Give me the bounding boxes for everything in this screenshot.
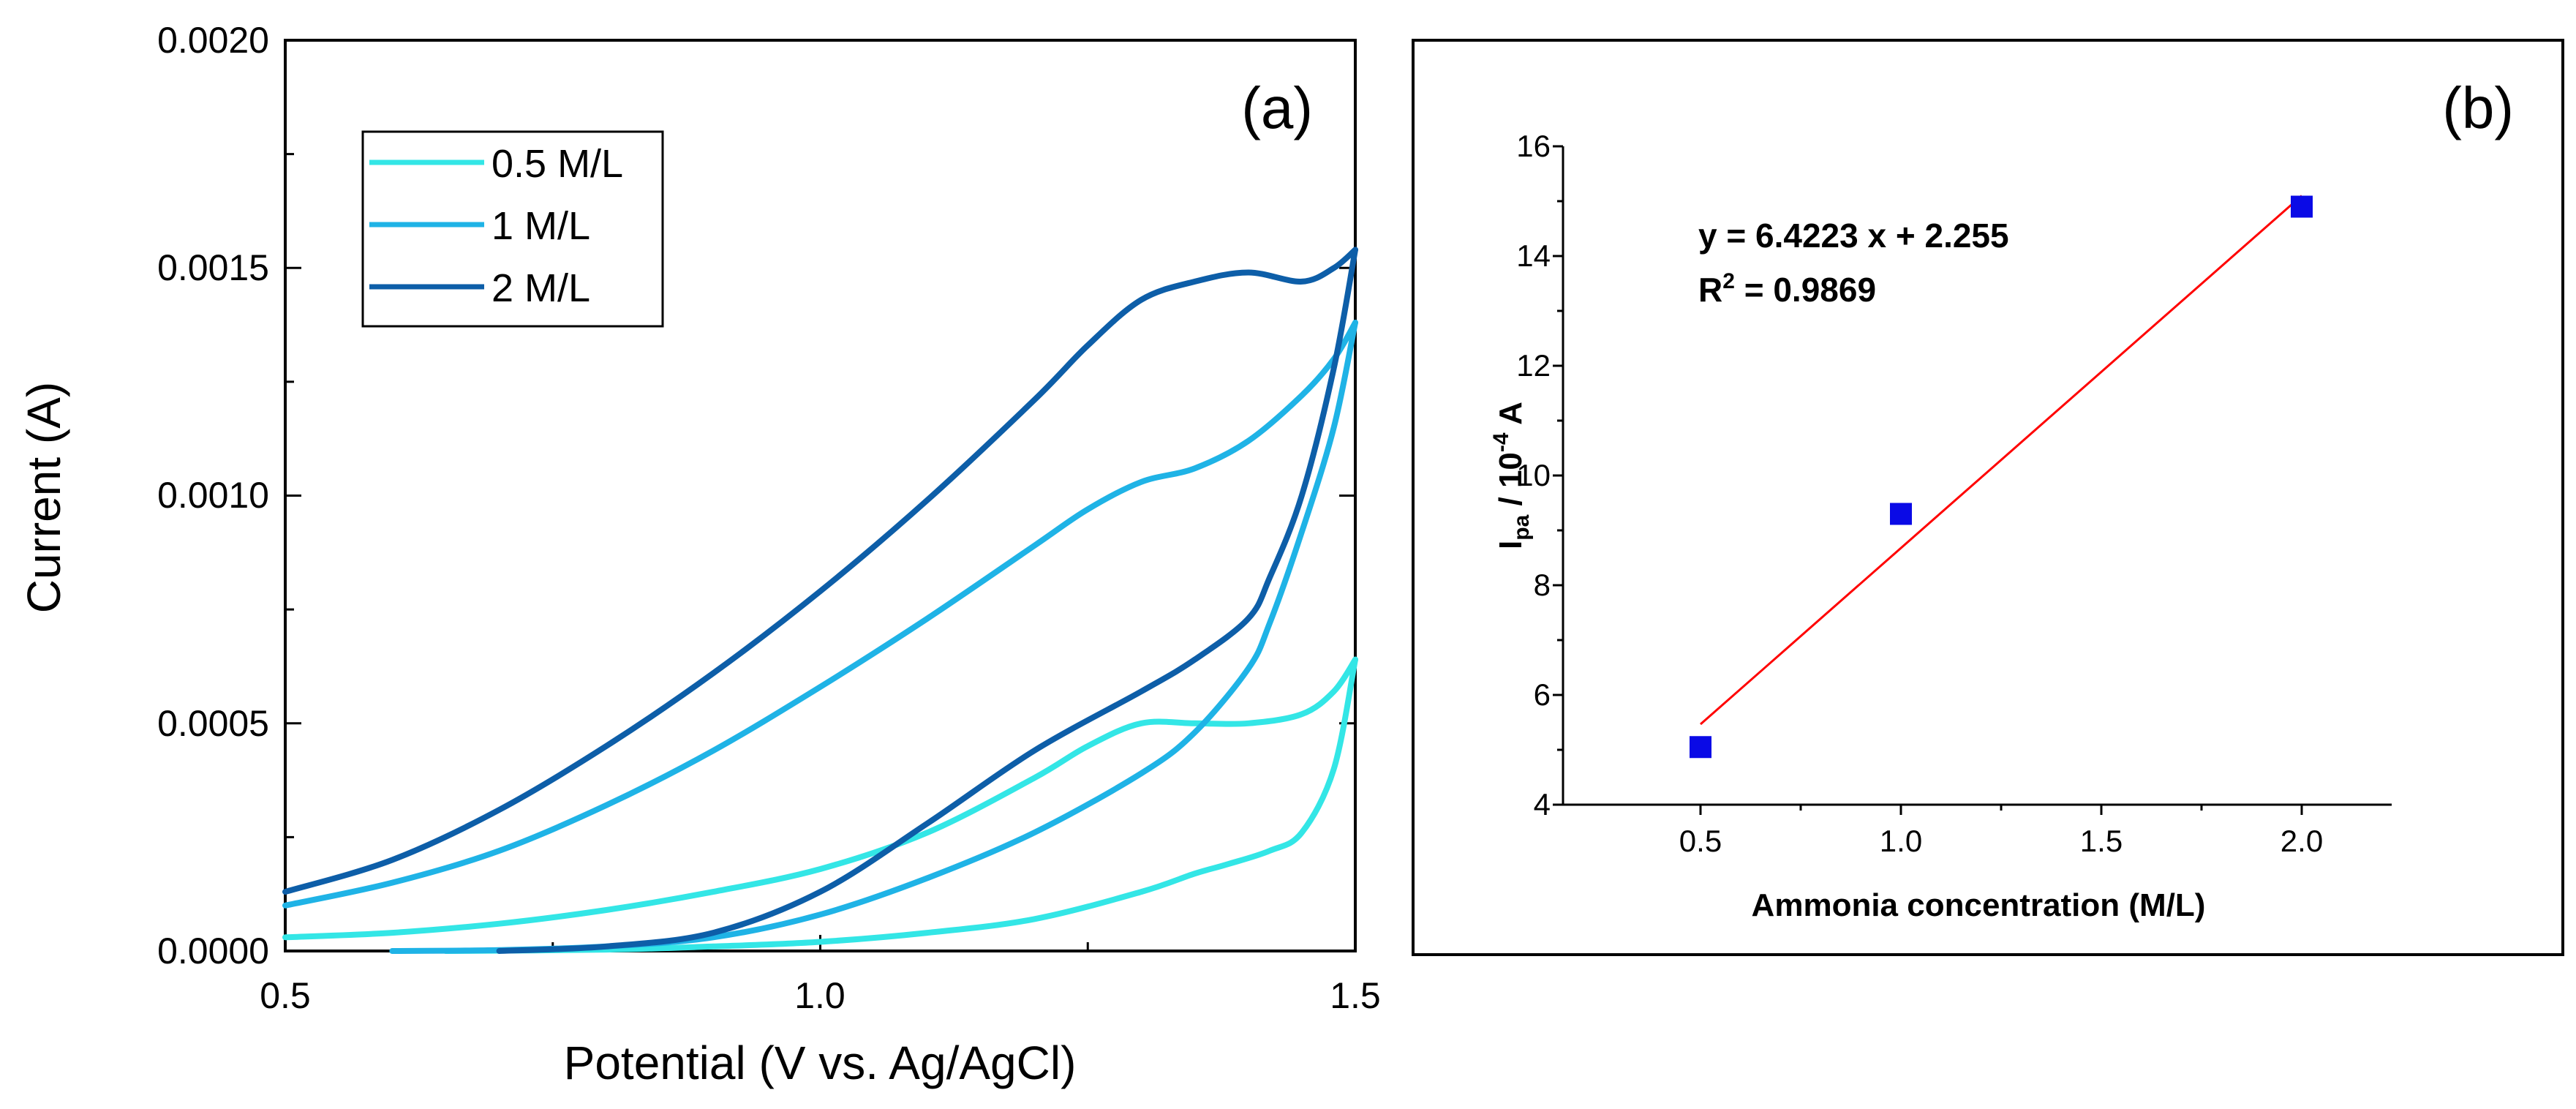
b-x-tick-label: 1.0: [1880, 824, 1922, 858]
b-x-tick-label: 1.5: [2080, 824, 2123, 858]
b-fit-equation: y = 6.4223 x + 2.255: [1698, 217, 2009, 255]
a-legend-label: 0.5 M/L: [492, 142, 623, 186]
b-fit-line: [1700, 195, 2302, 726]
cv-curve-2ML-forward: [282, 247, 1358, 895]
a-y-tick-label: 0.0000: [157, 931, 269, 971]
a-y-tick-label: 0.0020: [157, 20, 269, 61]
b-y-tick-label: 14: [1516, 238, 1551, 273]
b-x-tick-label: 2.0: [2281, 824, 2323, 858]
a-legend: 0.5 M/L 1 M/L 2 M/L: [361, 130, 664, 328]
cv-curve-0.5ML-forward: [282, 656, 1358, 941]
b-fit-r-squared: R2 = 0.9869: [1698, 269, 1876, 309]
cv-curve-0.5ML-reverse: [442, 656, 1358, 954]
a-y-tick-label: 0.0015: [157, 247, 269, 288]
b-y-tick-label: 8: [1534, 568, 1551, 602]
b-y-tick-label: 10: [1516, 458, 1551, 492]
panel-b-points: [1690, 195, 2313, 759]
panel-a-chart: 0.0000 0.0005 0.0010 0.0015 0.0020 0.5 1…: [18, 20, 1381, 1089]
b-y-title-unit: A: [1493, 402, 1529, 432]
b-y-tick-label: 12: [1516, 348, 1551, 383]
b-data-point: [2291, 195, 2313, 218]
b-data-point: [1690, 736, 1711, 759]
a-legend-frame: [361, 130, 664, 328]
a-legend-label: 2 M/L: [492, 266, 590, 310]
b-r2-prefix: R: [1698, 271, 1722, 309]
a-y-tick-label: 0.0010: [157, 475, 269, 516]
b-x-axis-title: Ammonia concentration (M/L): [1752, 887, 2206, 923]
a-x-axis-title: Potential (V vs. Ag/AgCl): [564, 1037, 1077, 1089]
b-y-title-rest: / 10: [1493, 452, 1529, 515]
a-panel-label: (a): [1241, 75, 1313, 140]
b-y-axis-title: Ipa / 10-4 A: [1489, 402, 1534, 549]
a-x-tick-label: 1.0: [794, 975, 846, 1016]
a-legend-label: 1 M/L: [492, 204, 590, 248]
b-data-point: [1890, 503, 1912, 525]
a-x-tick-label: 0.5: [260, 975, 311, 1016]
a-y-axis-title: Current (A): [18, 382, 70, 614]
b-y-title-main: I: [1493, 541, 1529, 549]
panel-b-fit: [1700, 195, 2302, 726]
b-panel-label: (b): [2442, 75, 2514, 140]
b-y-title-sup: -4: [1489, 432, 1513, 452]
b-y-tick-label: 16: [1516, 129, 1551, 163]
b-r2-value: = 0.9869: [1735, 271, 1876, 309]
panel-a-curves: [282, 247, 1358, 954]
a-y-tick-label: 0.0005: [157, 703, 269, 744]
b-y-tick-label: 6: [1534, 677, 1551, 712]
panel-b-chart: 4 6 8 10 12 14 16 0.5 1.0 1.5 2.0 Ammoni…: [1412, 39, 2564, 956]
a-x-tick-label: 1.5: [1330, 975, 1381, 1016]
b-y-title-sub: pa: [1510, 514, 1534, 540]
cv-curve-2ML-reverse: [496, 247, 1358, 954]
b-y-tick-label: 4: [1534, 787, 1551, 822]
b-r2-sup: 2: [1722, 269, 1735, 293]
panel-b-ticks: [1553, 145, 2303, 815]
panel-b-outer-frame: [1412, 39, 2564, 956]
cv-curve-1ML-forward: [282, 320, 1358, 909]
b-x-tick-label: 0.5: [1679, 824, 1722, 858]
